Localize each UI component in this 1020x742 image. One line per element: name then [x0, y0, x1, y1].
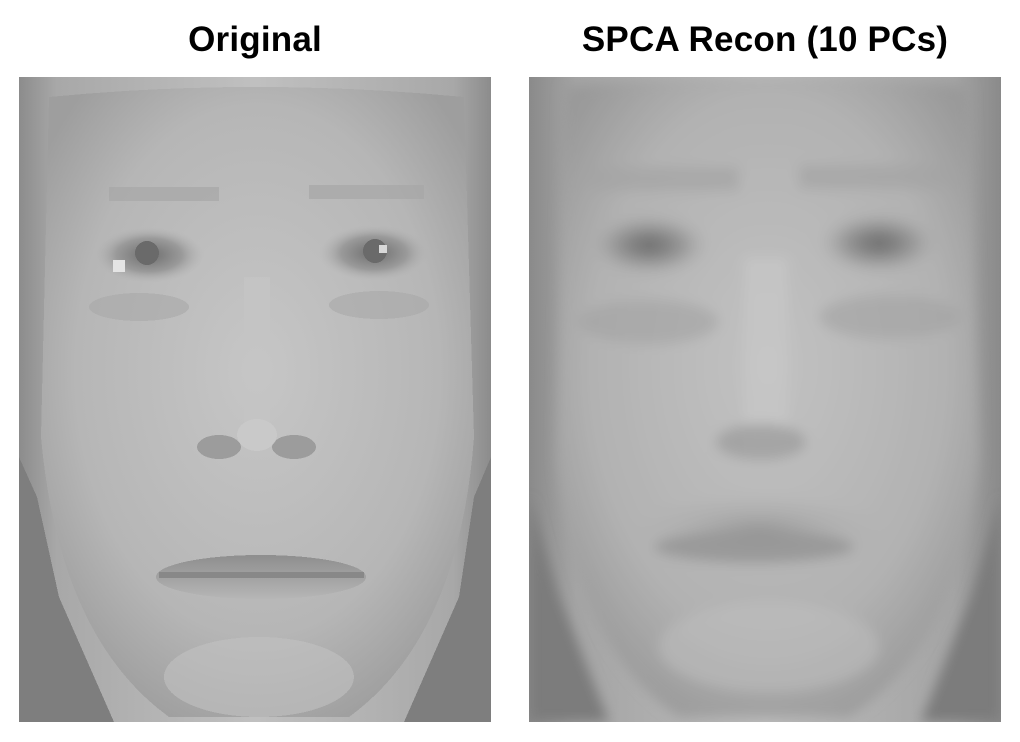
panel-reconstruction: SPCA Recon (10 PCs) — [529, 0, 1001, 742]
reconstructed-face-image — [529, 77, 1001, 722]
original-face-image — [19, 77, 491, 722]
panel-original: Original — [19, 0, 491, 742]
panel-title-original: Original — [188, 20, 322, 59]
panel-title-reconstruction: SPCA Recon (10 PCs) — [581, 20, 949, 59]
